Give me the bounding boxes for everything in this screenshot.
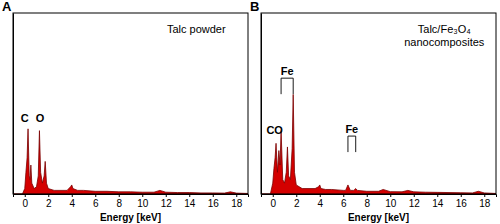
x-tick-mark	[461, 194, 462, 197]
x-tick-label: 18	[479, 198, 491, 209]
x-tick-mark	[25, 194, 26, 197]
x-tick: 4	[69, 194, 75, 209]
x-axis-title: Energy [keV]	[100, 212, 161, 223]
figure: 0 2 4 6 8 10 12 14 16 18 Energy [keV] A Talc powder C…	[0, 0, 500, 224]
x-tick-mark	[437, 194, 438, 197]
x-tick-label: 4	[317, 198, 323, 209]
x-tick: 2	[294, 194, 300, 209]
x-tick-label: 14	[432, 198, 444, 209]
plot-area	[261, 94, 496, 194]
x-tick-label: 2	[46, 198, 52, 209]
panel-title: Talc powder	[167, 23, 226, 35]
x-tick-mark	[72, 194, 73, 197]
panel-title: nanocomposites	[404, 36, 485, 48]
x-tick-mark	[367, 194, 368, 197]
peak-label: C	[266, 124, 274, 136]
x-tick: 14	[184, 194, 196, 209]
y-axis-line	[13, 14, 14, 195]
panel-label: A	[2, 0, 12, 14]
x-tick: 8	[364, 194, 370, 209]
x-tick: 6	[341, 194, 347, 209]
panel-title: Talc/Fe₃O₄	[418, 23, 471, 35]
x-tick: 14	[432, 194, 444, 209]
x-tick-label: 16	[456, 198, 468, 209]
x-tick-mark	[296, 194, 297, 197]
x-tick: 2	[46, 194, 52, 209]
x-tick-label: 8	[364, 198, 370, 209]
x-tick-mark	[320, 194, 321, 197]
x-tick: 6	[93, 194, 99, 209]
x-tick: 0	[22, 194, 28, 209]
panel-label: B	[250, 0, 259, 14]
x-tick: 12	[409, 194, 421, 209]
x-tick: 0	[270, 194, 276, 209]
y-axis	[261, 14, 262, 195]
panel: 0 2 4 6 8 10 12 14 16 18 Energy [keV] B Talc/Fe₃O₄na…	[250, 0, 497, 223]
plot-frame	[13, 13, 248, 194]
x-tick-label: 14	[184, 198, 196, 209]
peak-label: Fe	[345, 123, 358, 135]
y-axis	[13, 14, 14, 195]
x-tick-label: 10	[137, 198, 149, 209]
x-tick-mark	[213, 194, 214, 197]
peak-label: Fe	[281, 65, 294, 77]
x-tick: 8	[116, 194, 122, 209]
x-tick: 18	[231, 194, 243, 209]
x-tick: 18	[479, 194, 491, 209]
x-tick-mark	[390, 194, 391, 197]
x-tick-label: 0	[22, 198, 28, 209]
peak-bracket	[348, 136, 356, 152]
spectrum	[13, 129, 248, 194]
x-tick: 10	[385, 194, 397, 209]
x-axis-line	[262, 195, 497, 198]
x-tick: 16	[208, 194, 220, 209]
x-tick-mark	[48, 194, 49, 197]
plot-area	[13, 129, 248, 194]
x-tick-label: 12	[409, 198, 421, 209]
panel: 0 2 4 6 8 10 12 14 16 18 Energy [keV] A Talc powder C…	[2, 0, 249, 223]
x-tick-label: 8	[116, 198, 122, 209]
x-tick-mark	[95, 194, 96, 197]
x-tick-label: 2	[294, 198, 300, 209]
x-tick-mark	[119, 194, 120, 197]
x-tick: 10	[137, 194, 149, 209]
x-tick-mark	[166, 194, 167, 197]
x-tick: 16	[456, 194, 468, 209]
x-tick-label: 4	[69, 198, 75, 209]
x-tick-label: 6	[93, 198, 99, 209]
x-axis: 0 2 4 6 8 10 12 14 16 18	[14, 194, 249, 209]
peak-label: C	[21, 112, 29, 124]
x-tick-label: 18	[231, 198, 243, 209]
x-tick: 12	[161, 194, 173, 209]
x-tick-mark	[343, 194, 344, 197]
x-tick-mark	[236, 194, 237, 197]
x-tick-mark	[414, 194, 415, 197]
spectrum	[261, 94, 496, 194]
x-tick-mark	[484, 194, 485, 197]
x-tick-label: 6	[341, 198, 347, 209]
x-axis-line	[14, 195, 249, 198]
x-axis-title: Energy [keV]	[348, 212, 409, 223]
x-tick-label: 10	[385, 198, 397, 209]
x-tick-label: 0	[270, 198, 276, 209]
peak-label: O	[36, 112, 45, 124]
y-axis-line	[261, 14, 262, 195]
x-tick-mark	[142, 194, 143, 197]
plot-frame	[261, 13, 496, 194]
peak-label: O	[274, 124, 283, 136]
x-tick: 4	[317, 194, 323, 209]
x-axis: 0 2 4 6 8 10 12 14 16 18	[262, 194, 497, 209]
x-tick-mark	[189, 194, 190, 197]
x-tick-label: 12	[161, 198, 173, 209]
x-tick-label: 16	[208, 198, 220, 209]
x-tick-mark	[273, 194, 274, 197]
peak-bracket	[281, 78, 293, 94]
